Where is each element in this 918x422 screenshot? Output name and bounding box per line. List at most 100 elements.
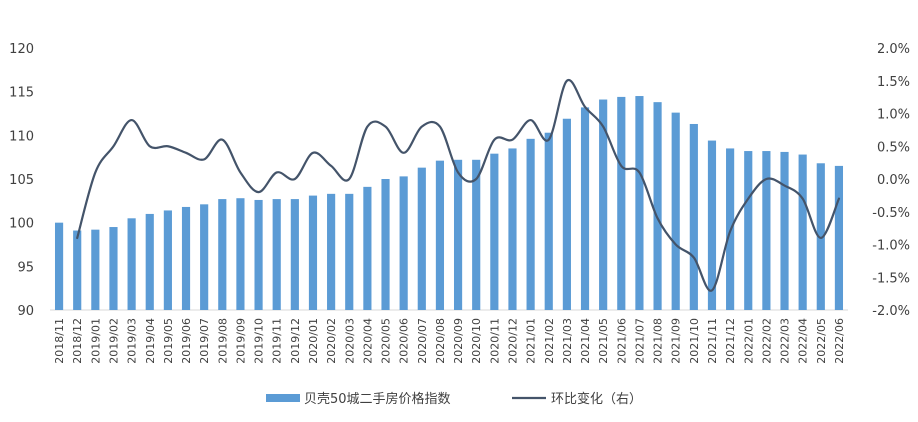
bar xyxy=(254,199,263,310)
bar xyxy=(580,107,590,311)
x-tick-label: 2019/07 xyxy=(198,318,211,364)
x-tick-label: 2022/02 xyxy=(760,318,773,364)
x-tick-label: 2021/04 xyxy=(579,318,592,364)
right-tick-label: -2.0% xyxy=(872,304,910,319)
bar xyxy=(635,96,644,311)
bar xyxy=(744,151,753,310)
bar xyxy=(617,96,626,310)
left-tick-label: 120 xyxy=(9,42,34,57)
x-tick-label: 2020/09 xyxy=(452,318,465,364)
x-tick-label: 2021/08 xyxy=(652,318,665,364)
x-tick-label: 2021/11 xyxy=(706,318,719,364)
bar xyxy=(417,167,426,310)
bar xyxy=(127,218,136,310)
bar xyxy=(834,165,844,310)
bar xyxy=(798,154,807,310)
bar xyxy=(544,132,553,310)
left-tick-label: 110 xyxy=(9,129,34,144)
x-tick-label: 2020/02 xyxy=(325,318,338,364)
bar xyxy=(91,229,100,310)
bar xyxy=(54,222,64,310)
bar xyxy=(762,151,771,310)
x-tick-label: 2021/10 xyxy=(688,318,701,364)
x-tick-label: 2020/11 xyxy=(488,318,501,364)
right-tick-label: -0.5% xyxy=(872,206,910,221)
x-tick-label: 2021/12 xyxy=(724,318,737,364)
x-tick-label: 2019/06 xyxy=(180,318,193,364)
bar xyxy=(671,112,680,310)
x-tick-label: 2019/11 xyxy=(271,318,284,364)
x-tick-label: 2020/06 xyxy=(398,318,411,364)
right-tick-label: 0.5% xyxy=(877,140,910,155)
right-tick-label: 1.0% xyxy=(877,108,910,123)
bar xyxy=(345,193,354,310)
x-axis: 2018/11 2018/12 2019/01 2019/02 2019/03 2019/… xyxy=(53,318,846,364)
x-tick-label: 2020/05 xyxy=(380,318,393,364)
bar xyxy=(163,210,172,310)
x-tick-label: 2019/02 xyxy=(107,318,120,364)
legend: 贝壳50城二手房价格指数 环比变化（右） xyxy=(266,391,642,407)
bar xyxy=(653,102,662,310)
x-tick-label: 2022/03 xyxy=(779,318,792,364)
bar xyxy=(381,179,390,310)
x-tick-label: 2018/11 xyxy=(53,318,66,364)
legend-bar-label: 贝壳50城二手房价格指数 xyxy=(304,391,451,407)
x-tick-label: 2020/03 xyxy=(343,318,356,364)
x-tick-label: 2020/12 xyxy=(506,318,519,364)
bar xyxy=(308,195,318,310)
left-tick-label: 90 xyxy=(17,304,34,319)
left-tick-label: 105 xyxy=(9,173,34,188)
right-axis: -2.0% -1.5% -1.0% -0.5% 0.0% 0.5% 1.0% 1.5% 2.0% xyxy=(872,42,910,319)
bar xyxy=(236,198,245,310)
bar xyxy=(181,206,191,310)
bar xyxy=(599,99,608,310)
x-tick-label: 2019/04 xyxy=(144,318,157,364)
x-tick-label: 2020/08 xyxy=(434,318,447,364)
bar xyxy=(453,159,463,310)
x-tick-label: 2020/04 xyxy=(361,318,374,364)
x-tick-label: 2021/02 xyxy=(543,318,556,364)
right-tick-label: 1.5% xyxy=(877,75,910,90)
bar xyxy=(327,193,336,310)
x-tick-label: 2020/01 xyxy=(307,318,320,364)
bar-series xyxy=(54,96,844,311)
x-tick-label: 2021/09 xyxy=(670,318,683,364)
x-tick-label: 2021/05 xyxy=(597,318,610,364)
bar xyxy=(73,230,82,310)
bar xyxy=(399,176,408,310)
x-tick-label: 2022/01 xyxy=(742,318,755,364)
right-tick-label: 2.0% xyxy=(877,42,910,57)
bar xyxy=(363,186,372,310)
x-tick-label: 2019/10 xyxy=(253,318,266,364)
bar xyxy=(109,227,118,310)
bar xyxy=(218,199,227,310)
legend-line-label: 环比变化（右） xyxy=(551,391,642,407)
x-tick-label: 2019/05 xyxy=(162,318,175,364)
bar xyxy=(562,118,571,311)
bar xyxy=(526,138,535,310)
bar xyxy=(689,123,698,310)
line-series-path xyxy=(76,78,841,292)
right-tick-label: -1.0% xyxy=(872,239,910,254)
left-tick-label: 95 xyxy=(17,260,34,275)
x-tick-label: 2021/01 xyxy=(525,318,538,364)
x-tick-label: 2019/03 xyxy=(126,318,139,364)
x-tick-label: 2019/08 xyxy=(216,318,229,364)
bar xyxy=(200,204,209,310)
left-tick-label: 115 xyxy=(9,86,34,101)
x-tick-label: 2019/12 xyxy=(289,318,302,364)
x-tick-label: 2019/01 xyxy=(89,318,102,364)
legend-bar-swatch xyxy=(266,394,300,402)
bar xyxy=(290,199,299,310)
bar xyxy=(780,151,789,310)
x-tick-label: 2020/10 xyxy=(470,318,483,364)
bar xyxy=(490,153,499,310)
bar xyxy=(707,140,717,310)
x-tick-label: 2021/07 xyxy=(633,318,646,364)
x-tick-label: 2021/03 xyxy=(561,318,574,364)
left-axis: 90 95 100 105 110 115 120 xyxy=(9,42,34,319)
bar xyxy=(508,148,517,310)
bar xyxy=(472,159,481,310)
